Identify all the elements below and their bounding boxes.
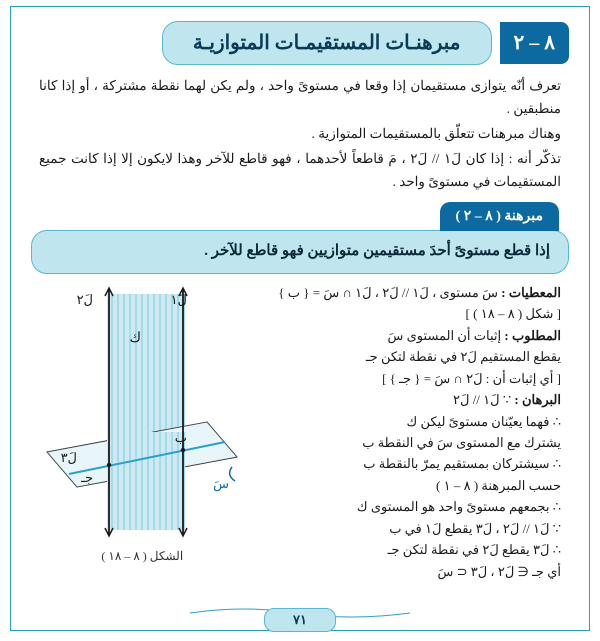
figure-caption: الشكل ( ٨ – ١٨ ) — [101, 546, 183, 566]
page-number: ٧١ — [264, 608, 336, 632]
proof-note: [ أي إثبات أن : لَ٢ ∩ سَ = { جـ } ] — [264, 368, 561, 389]
proof-label: البرهان : — [514, 392, 561, 407]
proof-l8: ∴ لَ٣ يقطع لَ٢ في نقطة لتكن جـ — [264, 539, 561, 560]
proof-l2: ∴ فهما يعيّنان مستوىً ليكن ك — [264, 411, 561, 432]
intro-p1: تعرف أنّه يتوازى مستقيمان إذا وقعا في مس… — [39, 75, 561, 121]
given-text: سَ مستوى ، لَ١ // لَ٢ ، لَ١ ∩ سَ = { ب } — [278, 285, 498, 300]
proof-l9: أي جـ ∈ لَ٢ ، لَ٣ ⊂ سَ — [264, 561, 561, 582]
section-number: ٨ – ٢ — [500, 22, 570, 64]
content-row: المعطيات : سَ مستوى ، لَ١ // لَ٢ ، لَ١ ∩… — [11, 280, 589, 582]
fig-label-b: ب — [175, 430, 187, 445]
intro-p2: وهناك مبرهنات تتعلّق بالمستقيمات المتواز… — [39, 123, 561, 146]
plane-k-front — [107, 432, 185, 530]
theorem-label-row: مبرهنة ( ٨ – ٢ ) — [11, 202, 589, 232]
fig-label-l2: لَ٢ — [77, 292, 93, 307]
theorem-statement: إذا قطع مستوىً أحدَ مستقيمين متوازيين فه… — [31, 230, 569, 274]
fig-label-s: سَ — [213, 476, 229, 492]
intro-p3: تذكّر أنه : إذا كان لَ١ // لَ٢ ، مَ قاطع… — [39, 148, 561, 194]
required-text-2: يقطع المستقيم لَ٢ في نقطة لتكن جـ — [264, 346, 561, 367]
section-title: مبرهنـات المستقيمـات المتوازيـة — [162, 21, 492, 65]
proof-l1: ∵ لَ١ // لَ٢ — [453, 392, 511, 407]
figure-svg: لَ١ لَ٢ لَ٣ ب جـ ك سَ — [37, 282, 247, 542]
required-label: المطلوب : — [504, 328, 561, 343]
figure-ref: [ شكل ( ٨ – ١٨ ) ] — [264, 303, 561, 324]
proof-l5: حسب المبرهنة ( ٨ – ١ ) — [264, 475, 561, 496]
page-number-wrap: ٧١ — [264, 608, 336, 632]
intro-text: تعرف أنّه يتوازى مستقيمان إذا وقعا في مس… — [11, 75, 589, 194]
proof-l3: يشترك مع المستوى سَ في النقطة ب — [264, 432, 561, 453]
section-header: ٨ – ٢ مبرهنـات المستقيمـات المتوازيـة — [11, 21, 589, 65]
fig-label-j: جـ — [80, 470, 93, 485]
fig-label-k: ك — [130, 331, 142, 346]
fig-label-l3: لَ٣ — [61, 450, 77, 465]
required-text: إثبات أن المستوى سَ — [388, 328, 502, 343]
proof-column: المعطيات : سَ مستوى ، لَ١ // لَ٢ ، لَ١ ∩… — [264, 282, 561, 582]
theorem-label: مبرهنة ( ٨ – ٢ ) — [440, 202, 559, 232]
proof-l6: ∴ بجمعهم مستوىً واحد هو المستوى ك — [264, 496, 561, 517]
proof-l7: ∵ لَ١ // لَ٢ ، لَ٣ يقطع لَ١ في ب — [264, 518, 561, 539]
fig-label-l1: لَ١ — [171, 292, 187, 307]
proof-l4: ∴ سيشتركان بمستقيم يمرّ بالنقطة ب — [264, 453, 561, 474]
figure-column: لَ١ لَ٢ لَ٣ ب جـ ك سَ الشكل ( ٨ – ١٨ ) — [31, 282, 254, 582]
page-frame: ٨ – ٢ مبرهنـات المستقيمـات المتوازيـة تع… — [10, 6, 590, 631]
given-label: المعطيات : — [501, 285, 561, 300]
